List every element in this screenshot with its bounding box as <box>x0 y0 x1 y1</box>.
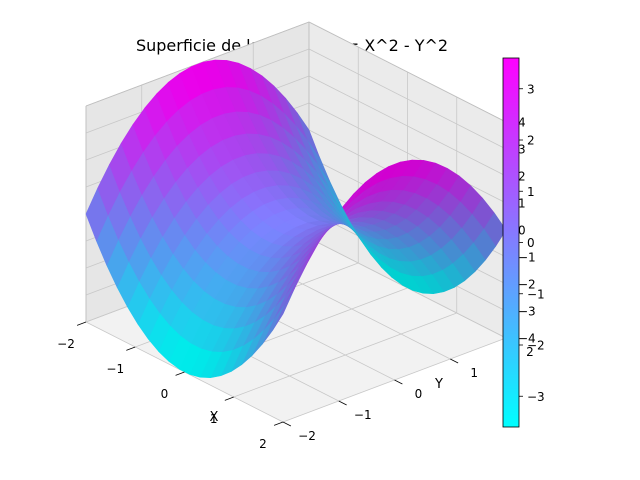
colorbar-tick-label: 2 <box>527 134 535 148</box>
z-tick-label: −4 <box>518 332 536 346</box>
z-tick-label: 3 <box>518 143 526 157</box>
grid-line <box>308 48 507 150</box>
x-tick-label: −1 <box>106 362 124 376</box>
y-tick-label: −2 <box>298 429 316 443</box>
surface-plot <box>85 59 507 378</box>
colorbar-gradient <box>502 57 520 428</box>
x-tick-label: 2 <box>259 437 267 451</box>
colorbar-tick-label: −2 <box>527 339 545 353</box>
y-tick-label: 0 <box>415 387 423 401</box>
grid-line <box>308 102 507 204</box>
y-tick <box>450 358 459 364</box>
x-tick <box>224 396 234 401</box>
x-tick-label: 1 <box>210 412 218 426</box>
y-tick-label: −1 <box>354 408 372 422</box>
colorbar-tick-label: 1 <box>527 185 535 199</box>
x-axis-label: X <box>210 410 219 425</box>
colorbar-tick-label: −3 <box>527 390 545 404</box>
z-tick-label: 4 <box>518 116 526 130</box>
z-tick-label: −1 <box>518 251 536 265</box>
z-tick-label: 0 <box>518 224 526 238</box>
colorbar-tick-label: −1 <box>527 287 545 301</box>
grid-line <box>308 75 507 177</box>
y-tick <box>282 421 292 427</box>
y-axis-label: Y <box>434 377 443 392</box>
x-tick <box>175 371 185 376</box>
z-tick-label: 2 <box>518 170 526 184</box>
x-tick <box>126 346 136 351</box>
z-tick-label: −3 <box>518 305 536 319</box>
x-tick <box>76 321 87 326</box>
y-tick <box>338 400 347 406</box>
colorbar-tick-label: 3 <box>527 82 535 96</box>
y-tick-label: 1 <box>470 366 478 380</box>
z-tick-label: −2 <box>518 278 536 292</box>
pane-edge <box>308 21 507 123</box>
colorbar-tick-label: 0 <box>527 236 535 250</box>
y-tick-label: 2 <box>526 345 534 359</box>
x-tick-label: −2 <box>57 337 75 351</box>
x-tick-label: 0 <box>161 387 169 401</box>
z-tick-label: 1 <box>518 197 526 211</box>
x-tick <box>273 421 284 426</box>
surface-facet <box>296 112 320 158</box>
y-tick <box>394 379 403 385</box>
